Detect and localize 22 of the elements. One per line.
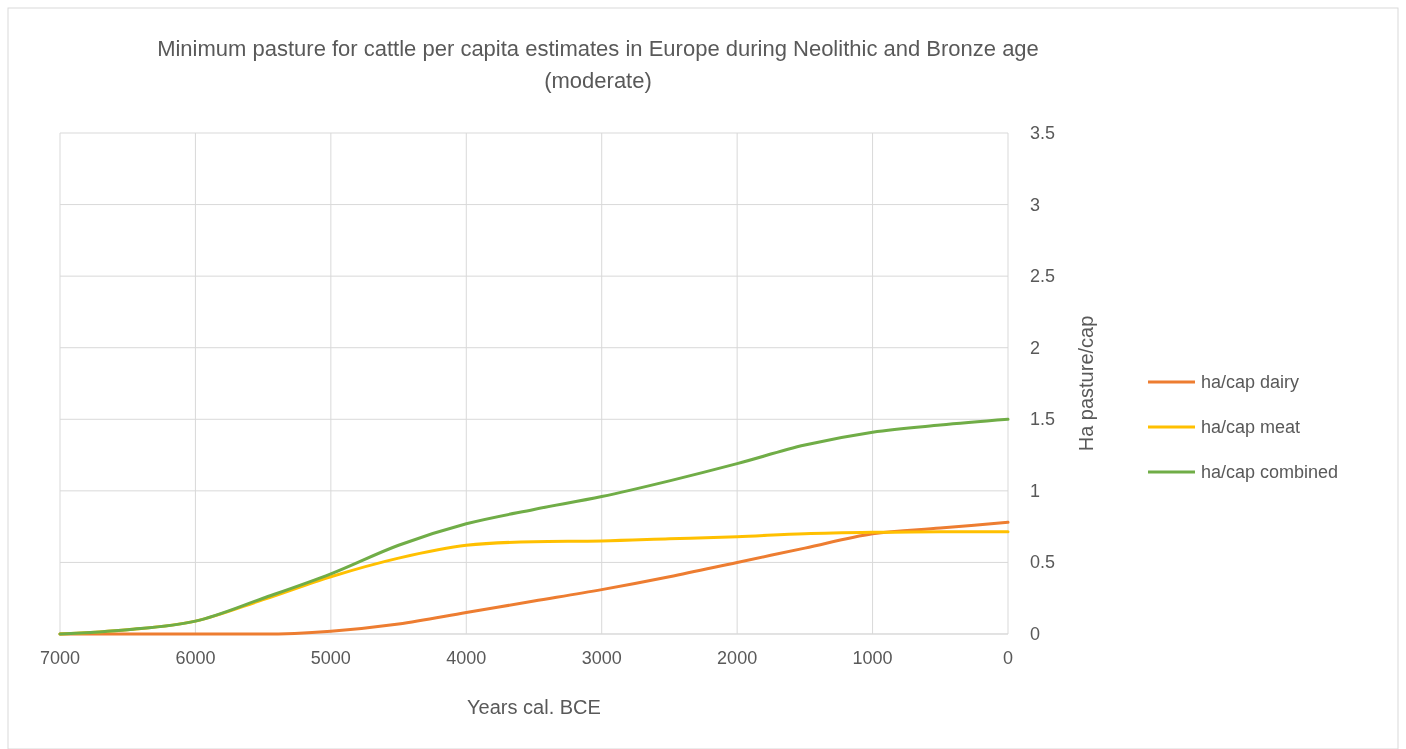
y-tick-label: 2 (1030, 337, 1041, 358)
chart-title: Minimum pasture for cattle per capita estimates in Europe during Neolithic and Bronze age (moderate) (157, 36, 1039, 93)
y-tick-label: 0 (1030, 624, 1041, 644)
x-tick-label: 6000 (175, 648, 216, 668)
y-axis-title: Ha pasture/cap (1075, 315, 1097, 452)
x-axis-title: Years cal. BCE (467, 696, 601, 718)
y-tick-label: 0.5 (1030, 552, 1056, 573)
x-tick-label: 2000 (717, 648, 758, 668)
legend-label: ha/cap combined (1201, 462, 1339, 482)
x-tick-label: 5000 (310, 648, 351, 668)
y-tick-label: 1 (1030, 480, 1041, 501)
legend-label: ha/cap dairy (1201, 372, 1300, 392)
y-tick-label: 2.5 (1030, 266, 1056, 287)
x-tick-label: 1000 (852, 648, 893, 668)
y-tick-label: 3.5 (1030, 123, 1056, 143)
y-tick-label: 1.5 (1030, 409, 1056, 430)
x-tick-label: 7000 (39, 648, 81, 668)
x-tick-label: 0 (1002, 648, 1014, 668)
legend-label: ha/cap meat (1201, 417, 1301, 437)
y-tick-label: 3 (1030, 194, 1041, 215)
x-tick-label: 3000 (581, 648, 622, 668)
x-tick-label: 4000 (446, 648, 487, 668)
